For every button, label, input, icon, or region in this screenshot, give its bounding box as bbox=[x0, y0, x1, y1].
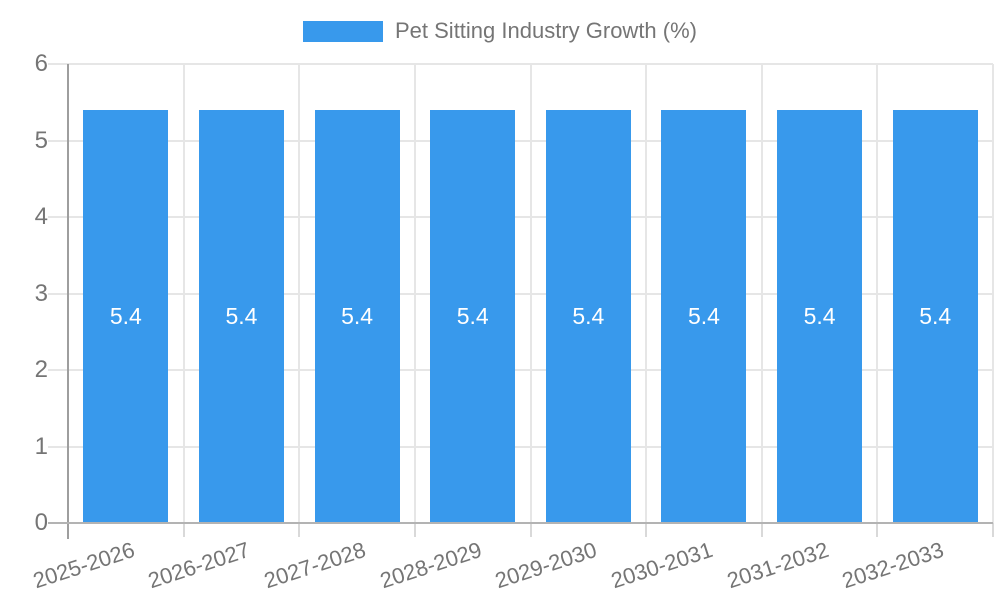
x-tick-mark bbox=[992, 523, 994, 537]
y-tick-mark bbox=[48, 139, 68, 142]
bar-value-label: 5.4 bbox=[572, 302, 605, 329]
bar-value-label: 5.4 bbox=[109, 302, 142, 329]
y-tick-label: 1 bbox=[34, 432, 48, 460]
y-tick-mark bbox=[48, 292, 68, 295]
bar-value-label: 5.4 bbox=[687, 302, 720, 329]
x-tick-mark bbox=[413, 523, 416, 537]
y-axis-line bbox=[67, 64, 69, 539]
bar-value-label: 5.4 bbox=[225, 302, 258, 329]
bar-value-label: 5.4 bbox=[456, 302, 489, 329]
y-tick-label: 4 bbox=[34, 203, 48, 230]
x-axis-baseline bbox=[48, 522, 993, 524]
bar-value-label: 5.4 bbox=[341, 302, 374, 329]
bar[interactable]: 5.4 bbox=[661, 109, 747, 523]
bar[interactable]: 5.4 bbox=[777, 109, 863, 523]
y-tick-mark bbox=[48, 445, 68, 448]
x-tick-mark bbox=[182, 523, 185, 537]
x-tick-mark bbox=[298, 523, 301, 537]
x-tick-mark bbox=[529, 523, 532, 537]
x-tick-mark bbox=[645, 523, 648, 537]
x-tick-mark bbox=[876, 523, 879, 537]
bar[interactable]: 5.4 bbox=[83, 109, 169, 523]
x-gridline bbox=[992, 64, 994, 523]
bar[interactable]: 5.4 bbox=[545, 109, 631, 523]
y-tick-label: 3 bbox=[34, 279, 48, 307]
x-gridline bbox=[529, 64, 532, 523]
y-tick-label: 5 bbox=[34, 126, 48, 154]
y-tick-mark bbox=[48, 216, 68, 218]
x-gridline bbox=[413, 64, 416, 523]
legend-swatch bbox=[303, 20, 383, 42]
legend-item[interactable]: Pet Sitting Industry Growth (%) bbox=[0, 18, 1000, 44]
y-tick-mark bbox=[48, 63, 68, 65]
x-gridline bbox=[760, 64, 763, 523]
x-gridline bbox=[876, 64, 879, 523]
y-tick-label: 0 bbox=[34, 509, 48, 536]
bar[interactable]: 5.4 bbox=[430, 109, 516, 523]
x-gridline bbox=[182, 64, 185, 523]
bar[interactable]: 5.4 bbox=[314, 109, 400, 523]
x-tick-mark bbox=[760, 523, 763, 537]
x-gridline bbox=[298, 64, 301, 523]
bar[interactable]: 5.4 bbox=[892, 109, 978, 523]
bar[interactable]: 5.4 bbox=[198, 109, 284, 523]
y-tick-label: 6 bbox=[34, 50, 48, 77]
y-tick-mark bbox=[48, 369, 68, 371]
x-gridline bbox=[645, 64, 648, 523]
y-tick-label: 2 bbox=[34, 356, 48, 383]
bar-value-label: 5.4 bbox=[919, 302, 952, 329]
legend-label: Pet Sitting Industry Growth (%) bbox=[395, 18, 697, 43]
bar-value-label: 5.4 bbox=[803, 302, 836, 329]
plot-area: 5.4 5.4 5.4 5.4 5.4 5.4 5.4 5.4 bbox=[68, 63, 994, 523]
